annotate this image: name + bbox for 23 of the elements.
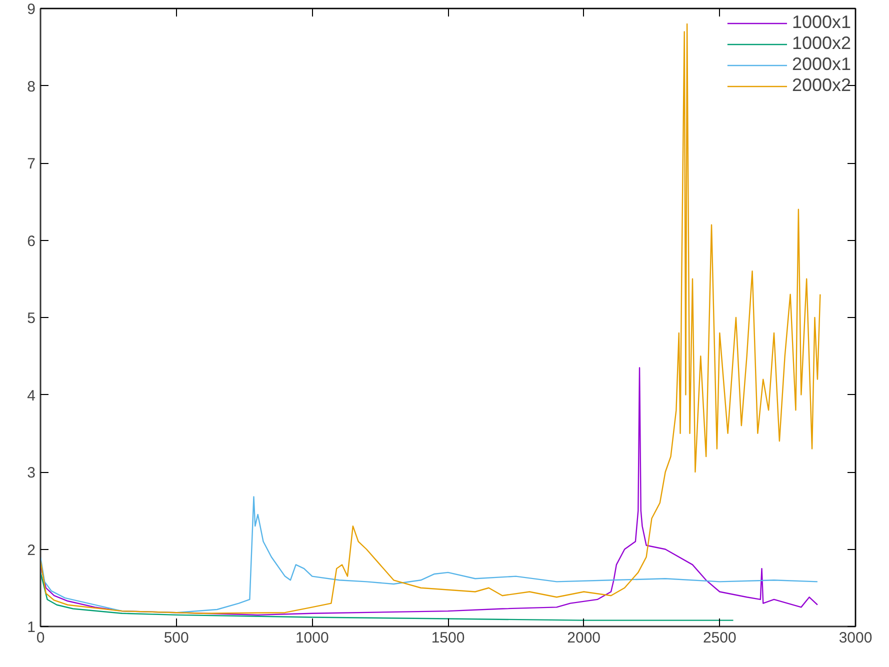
x-tick-label: 2500	[702, 630, 736, 646]
legend-label: 1000x2	[792, 33, 851, 54]
x-tick-label: 2000	[567, 630, 601, 646]
line-series	[40, 367, 818, 616]
legend-label: 2000x1	[792, 54, 851, 75]
legend-label: 2000x2	[792, 75, 851, 96]
y-tick-label: 7	[27, 156, 36, 172]
x-tick-label: 1000	[295, 630, 329, 646]
y-tick-label: 3	[27, 464, 36, 482]
y-tick-label: 2	[27, 542, 36, 559]
y-tick-label: 5	[27, 310, 36, 327]
y-tick-label: 6	[27, 232, 36, 250]
x-tick-label: 500	[164, 630, 189, 646]
y-tick-label: 9	[27, 1, 36, 18]
y-tick-label: 4	[27, 387, 36, 404]
x-tick-label: 1500	[431, 630, 465, 646]
line-series	[40, 496, 818, 614]
x-tick-label: 0	[36, 630, 45, 646]
legend-label: 1000x1	[792, 12, 851, 33]
x-tick-label: 3000	[838, 630, 872, 646]
line-series	[40, 572, 734, 621]
y-tick-label: 1	[27, 619, 36, 636]
y-tick-label: 8	[27, 78, 36, 96]
